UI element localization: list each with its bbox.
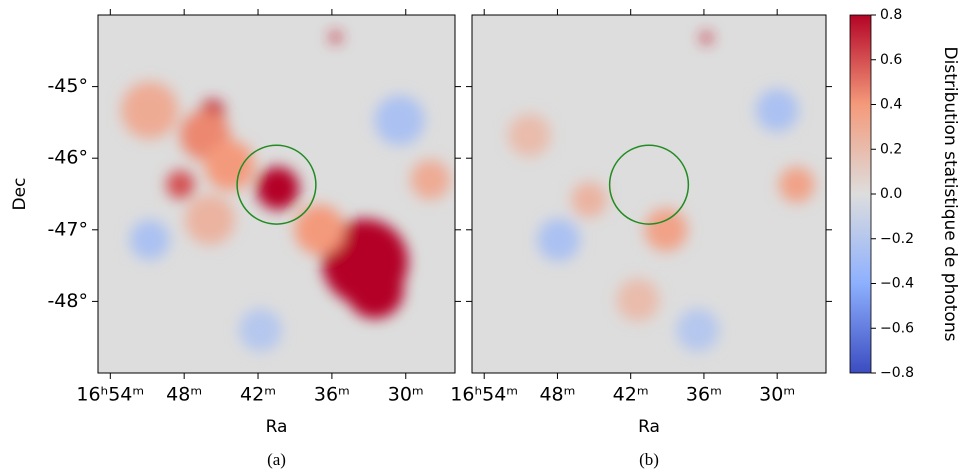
heatmap-blob <box>184 194 236 245</box>
caption: (b) <box>639 450 659 469</box>
heatmap-blob <box>755 88 799 132</box>
colorbar-tick-label: −0.6 <box>880 320 914 336</box>
x-tick-label: 36ᵐ <box>686 384 722 406</box>
x-tick-label: 42ᵐ <box>240 384 276 406</box>
colorbar-tick-label: −0.4 <box>880 276 914 292</box>
heatmap-background <box>472 15 826 373</box>
heatmap-blob <box>778 166 815 203</box>
heatmap <box>121 31 451 352</box>
heatmap-blob <box>537 218 581 262</box>
y-axis-label: Dec <box>10 178 30 211</box>
heatmap-blob <box>329 31 342 43</box>
colorbar-tick-label: 0.8 <box>880 7 902 23</box>
heatmap-blob <box>616 278 660 322</box>
heatmap-blob <box>129 219 170 260</box>
colorbar-tick-label: 0.2 <box>880 141 902 157</box>
heatmap-blob <box>256 166 300 210</box>
heatmap-blob <box>644 208 688 252</box>
x-tick-label: 42ᵐ <box>613 384 649 406</box>
heatmap-blob <box>294 204 345 255</box>
x-tick-label: 30ᵐ <box>759 384 795 406</box>
y-tick-label: -45° <box>47 75 88 97</box>
heatmap-blob <box>507 113 551 157</box>
x-tick-label: 48ᵐ <box>539 384 575 406</box>
heatmap-blobs <box>121 31 451 352</box>
colorbar-tick-label: −0.8 <box>880 365 914 381</box>
colorbar-label: Distribution statistique de photons <box>940 47 960 342</box>
heatmap-blob <box>346 261 404 319</box>
x-axis-label: Ra <box>638 417 660 437</box>
caption: (a) <box>267 450 286 469</box>
y-tick-label: -47° <box>47 218 88 240</box>
heatmap-blob <box>166 170 195 200</box>
y-tick-label: -48° <box>47 290 88 312</box>
x-tick-label: 16ʰ54ᵐ <box>76 384 144 406</box>
colorbar-tick-label: −0.2 <box>880 231 914 247</box>
colorbar <box>849 14 872 374</box>
region-circle <box>608 144 690 225</box>
heatmap-blob <box>410 159 451 200</box>
heatmap-blobs <box>507 32 815 352</box>
plot-frame <box>471 14 827 374</box>
colorbar-tick-label: 0.6 <box>880 52 902 68</box>
heatmap-blob <box>571 181 608 218</box>
colorbar-tick-label: 0.4 <box>880 97 902 113</box>
x-tick-label: 36ᵐ <box>314 384 350 406</box>
heatmap-blob <box>239 308 282 352</box>
plot-frame <box>97 14 456 374</box>
heatmap-blob <box>700 32 713 44</box>
heatmap-blob <box>121 81 179 139</box>
y-tick-label: -46° <box>47 147 88 169</box>
heatmap <box>507 32 815 352</box>
x-axis-label: Ra <box>266 417 288 437</box>
colorbar-tick-label: 0.0 <box>880 186 902 202</box>
region-circle <box>236 144 317 225</box>
heatmap-blob <box>676 308 720 352</box>
x-tick-label: 30ᵐ <box>388 384 424 406</box>
heatmap-blob <box>374 95 425 146</box>
heatmap-blob <box>204 140 255 191</box>
x-tick-label: 16ʰ54ᵐ <box>450 384 518 406</box>
x-tick-label: 48ᵐ <box>166 384 202 406</box>
